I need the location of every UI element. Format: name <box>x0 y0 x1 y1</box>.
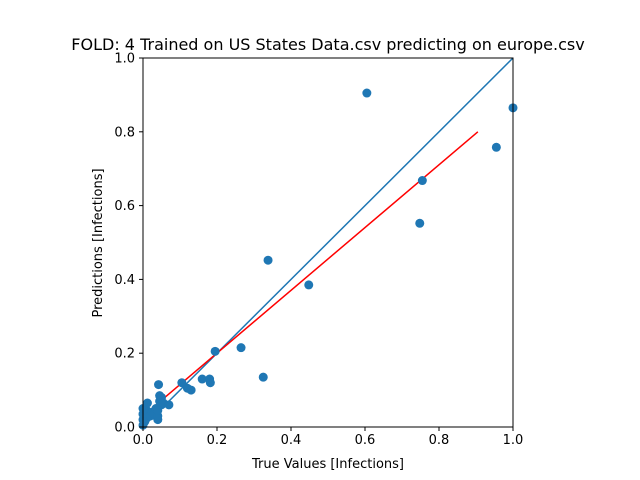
chart-title: FOLD: 4 Trained on US States Data.csv pr… <box>71 35 584 54</box>
x-tick-label: 0.4 <box>281 433 302 448</box>
plot-frame <box>142 57 514 428</box>
x-axis-ticks: 0.0 0.2 0.4 0.6 0.8 1.0 <box>133 427 524 448</box>
y-tick-label: 0.0 <box>114 421 135 436</box>
x-tick-label: 1.0 <box>503 433 524 448</box>
data-point <box>210 346 220 356</box>
x-tick-label: 0.2 <box>207 433 228 448</box>
lines-layer <box>143 58 513 427</box>
x-axis-label: True Values [Infections] <box>251 457 404 472</box>
data-point <box>164 400 174 410</box>
y-tick-label: 0.6 <box>114 199 135 214</box>
y-tick-label: 1.0 <box>114 52 135 67</box>
data-point <box>417 176 427 186</box>
data-point <box>197 374 207 384</box>
y-axis-ticks: 0.0 0.2 0.4 0.6 0.8 1.0 <box>114 52 143 436</box>
y-axis-label: Predictions [Infections] <box>91 168 106 317</box>
y-tick-label: 0.2 <box>114 347 135 362</box>
data-point <box>154 380 164 390</box>
x-tick-label: 0.6 <box>355 433 376 448</box>
data-point <box>415 218 425 228</box>
data-point <box>362 88 372 98</box>
data-point <box>205 378 215 388</box>
fit-line <box>143 131 479 417</box>
y-tick-label: 0.4 <box>114 273 135 288</box>
data-point <box>177 378 187 388</box>
data-point <box>236 343 246 353</box>
x-tick-label: 0.8 <box>429 433 450 448</box>
plot-area <box>138 57 518 430</box>
data-point <box>258 372 268 382</box>
data-point <box>186 385 196 395</box>
data-point <box>263 255 273 265</box>
identity-line <box>143 58 513 427</box>
y-tick-label: 0.8 <box>114 125 135 140</box>
data-point <box>491 142 501 152</box>
data-point <box>142 398 152 408</box>
data-point <box>304 280 314 290</box>
x-tick-label: 0.0 <box>133 433 154 448</box>
